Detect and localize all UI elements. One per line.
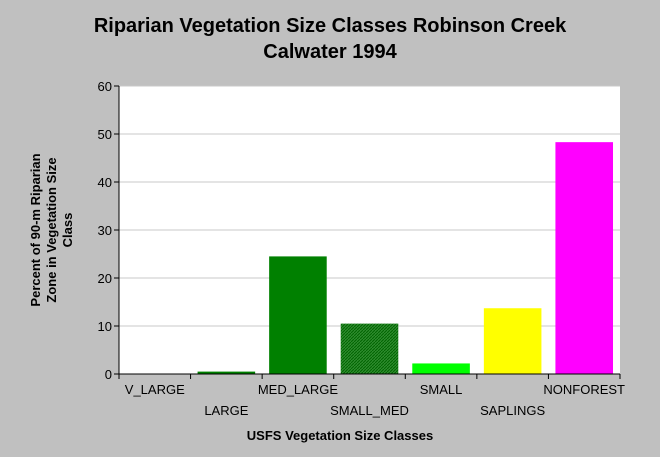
bars bbox=[197, 142, 613, 374]
x-tick-label: LARGE bbox=[204, 403, 248, 418]
y-axis-title-line-1: Percent of 90-m Riparian bbox=[28, 153, 43, 306]
y-tick-label: 10 bbox=[98, 319, 112, 334]
x-tick-label: SMALL_MED bbox=[330, 403, 409, 418]
x-tick-label: SAPLINGS bbox=[480, 403, 545, 418]
bar bbox=[269, 256, 327, 374]
bar bbox=[340, 323, 399, 374]
y-axis-title-line-2: Zone in Vegetation Size bbox=[44, 157, 59, 302]
bar bbox=[555, 142, 613, 374]
x-tick-label: MED_LARGE bbox=[258, 382, 339, 397]
y-tick-label: 0 bbox=[105, 367, 112, 382]
plot-area: 0 10 20 30 40 50 60 V_LARGE LARGE MED_LARGE SMALL… bbox=[98, 79, 626, 418]
bar bbox=[483, 308, 542, 374]
y-tick-label: 50 bbox=[98, 127, 112, 142]
bar bbox=[197, 371, 256, 374]
y-tick-label: 30 bbox=[98, 223, 112, 238]
x-tick-label: SMALL bbox=[420, 382, 463, 397]
chart-title-line-1: Riparian Vegetation Size Classes Robinso… bbox=[94, 15, 567, 37]
y-tick-label: 20 bbox=[98, 271, 112, 286]
x-axis-tick-labels: V_LARGE LARGE MED_LARGE SMALL_MED SMALL SAPLI… bbox=[125, 382, 625, 418]
y-axis-title: Percent of 90-m Riparian Zone in Vegetat… bbox=[28, 153, 75, 306]
bar bbox=[412, 363, 470, 374]
y-tick-label: 40 bbox=[98, 175, 112, 190]
x-axis-ticks bbox=[118, 374, 621, 379]
x-tick-label: NONFOREST bbox=[543, 382, 625, 397]
y-tick-label: 60 bbox=[98, 79, 112, 94]
grid-lines bbox=[119, 85, 620, 327]
y-axis-title-line-3: Class bbox=[60, 213, 75, 248]
x-axis-title: USFS Vegetation Size Classes bbox=[247, 428, 433, 443]
x-tick-label: V_LARGE bbox=[125, 382, 185, 397]
y-axis-ticks: 0 10 20 30 40 50 60 bbox=[98, 79, 119, 382]
chart-title-line-2: Calwater 1994 bbox=[263, 41, 397, 63]
